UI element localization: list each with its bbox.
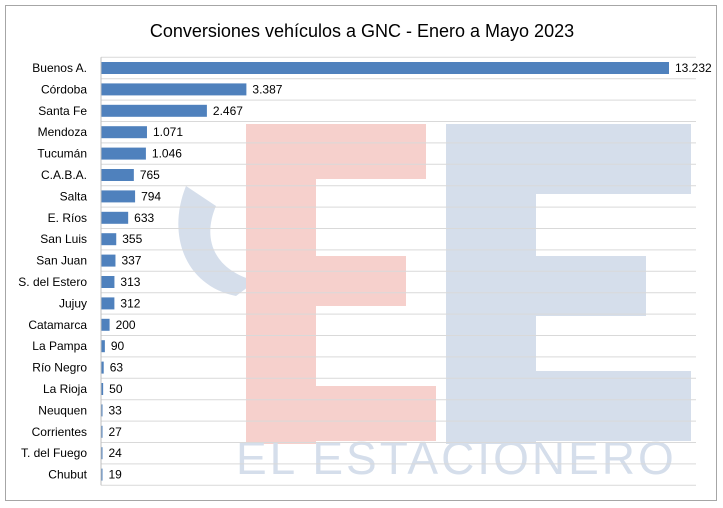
bar [101, 254, 116, 267]
bar [101, 83, 247, 96]
category-label: La Pampa [32, 339, 87, 353]
category-label: T. del Fuego [21, 446, 87, 460]
value-label: 765 [140, 168, 160, 182]
value-label: 1.046 [152, 147, 182, 161]
value-label: 355 [122, 232, 142, 246]
chart-title: Conversiones vehículos a GNC - Enero a M… [150, 21, 574, 41]
category-label: Chubut [48, 468, 87, 482]
value-label: 3.387 [252, 82, 282, 96]
category-label: Corrientes [32, 425, 87, 439]
category-label: C.A.B.A. [41, 168, 87, 182]
category-labels: Buenos A. Córdoba Santa Fe Mendoza Tucumán C.… [18, 61, 87, 482]
watermark-e-right-bottom [446, 371, 691, 441]
category-label: Neuquen [38, 403, 87, 417]
category-label: Catamarca [28, 318, 87, 332]
category-label: La Rioja [43, 382, 87, 396]
value-label: 63 [110, 361, 124, 375]
value-label: 313 [120, 275, 140, 289]
category-label: Mendoza [38, 125, 88, 139]
category-label: San Juan [36, 254, 87, 268]
category-label: Río Negro [32, 361, 87, 375]
bar [101, 233, 117, 246]
value-label: 633 [134, 211, 154, 225]
el-estacionero-watermark: EL ESTACIONERO [178, 124, 691, 484]
bar [101, 404, 103, 417]
bar [101, 126, 147, 139]
bar [101, 425, 103, 438]
bar [101, 361, 104, 374]
value-label: 27 [109, 425, 123, 439]
value-label: 24 [109, 446, 123, 460]
bars [101, 62, 669, 481]
bar [101, 297, 115, 310]
bar [101, 211, 129, 224]
watermark-text: EL ESTACIONERO [236, 432, 677, 484]
chart-frame: EL ESTACIONERO Conversiones vehículos a … [5, 5, 717, 501]
value-label: 200 [116, 318, 136, 332]
value-label: 19 [109, 468, 123, 482]
watermark-swoosh-shape [178, 186, 256, 296]
bar [101, 340, 105, 353]
bar [101, 190, 136, 203]
value-label: 13.232 [675, 61, 712, 75]
bar [101, 318, 110, 331]
bar [101, 276, 115, 288]
value-label: 33 [109, 403, 123, 417]
category-label: San Luis [40, 232, 87, 246]
category-label: Córdoba [41, 82, 87, 96]
value-label: 312 [120, 296, 140, 310]
category-label: Jujuy [59, 296, 87, 310]
bar [101, 104, 207, 117]
value-labels: 13.232 3.387 2.467 1.071 1.046 765 794 633 355 33… [109, 61, 713, 482]
bar-chart: EL ESTACIONERO Conversiones vehículos a … [18, 21, 713, 486]
category-label: S. del Estero [18, 275, 87, 289]
bar [101, 383, 104, 395]
category-label: E. Ríos [48, 211, 87, 225]
value-label: 794 [141, 189, 161, 203]
value-label: 50 [109, 382, 123, 396]
watermark-e-right-middle [446, 256, 646, 316]
bar [101, 169, 134, 181]
gridlines [101, 56, 696, 486]
bar [101, 447, 103, 460]
category-label: Tucumán [37, 147, 87, 161]
watermark-e-left-bottom [246, 386, 436, 441]
bar [101, 62, 669, 74]
category-label: Buenos A. [32, 61, 87, 75]
bar [101, 147, 146, 160]
value-label: 2.467 [213, 104, 243, 118]
category-label: Santa Fe [38, 104, 87, 118]
bar [101, 468, 103, 481]
watermark-e-left-middle [246, 256, 406, 306]
category-label: Salta [60, 189, 88, 203]
value-label: 337 [121, 254, 141, 268]
value-label: 90 [111, 339, 125, 353]
value-label: 1.071 [153, 125, 183, 139]
